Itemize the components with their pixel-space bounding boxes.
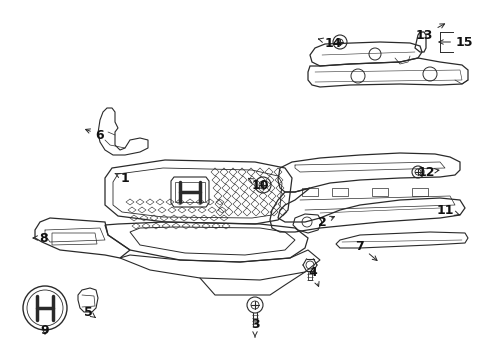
Text: 8: 8 [33,231,48,244]
Text: 15: 15 [438,36,472,49]
Text: 12: 12 [416,166,438,179]
Text: 10: 10 [248,178,268,192]
Text: 11: 11 [435,203,458,216]
Text: 7: 7 [355,239,376,261]
Text: 3: 3 [250,319,259,337]
Text: 1: 1 [115,171,129,185]
Text: 4: 4 [308,266,318,287]
Text: 13: 13 [414,24,444,41]
Text: 14: 14 [318,36,341,50]
Text: 2: 2 [317,216,334,229]
Text: 5: 5 [83,306,95,319]
Text: 9: 9 [41,324,49,337]
Text: 6: 6 [85,129,104,141]
